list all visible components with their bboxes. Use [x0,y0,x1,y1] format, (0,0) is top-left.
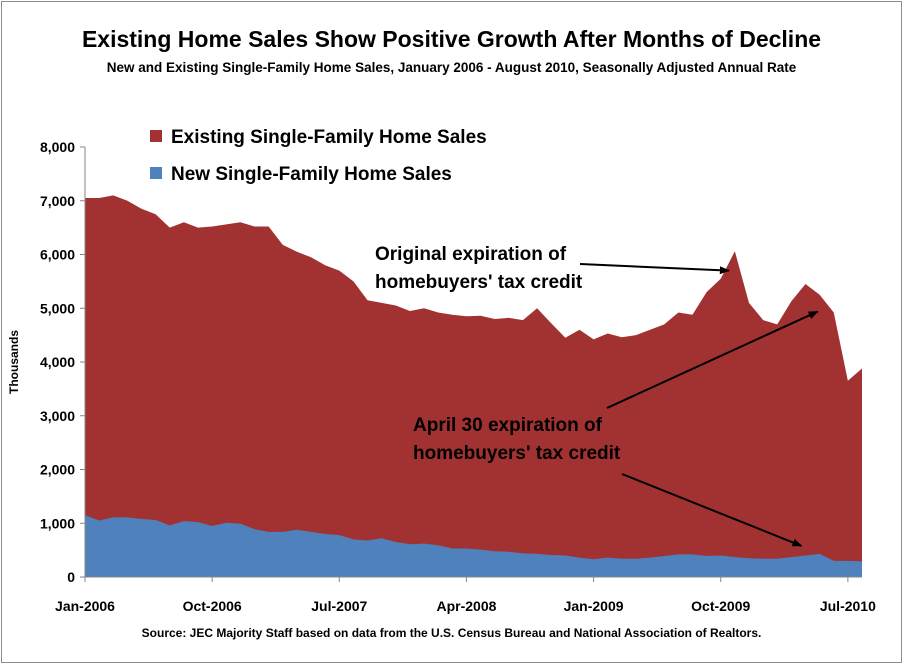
legend-label: New Single-Family Home Sales [171,164,452,185]
y-tick-label: 3,000 [40,408,75,424]
new-sales-area [85,515,862,577]
y-tick-label: 7,000 [40,193,75,209]
existing-sales-area [85,195,862,577]
y-tick-label: 5,000 [40,300,75,316]
y-tick-label: 4,000 [40,354,75,370]
y-tick-label: 8,000 [40,139,75,155]
x-tick-label: Jan-2009 [564,598,624,614]
annotation-original-arrow [579,263,730,275]
annotation-april30-text: April 30 expiration of [413,415,603,436]
x-tick-label: Jul-2007 [311,598,367,614]
x-tick-label: Jan-2006 [55,598,115,614]
x-tick-label: Oct-2006 [183,598,242,614]
y-tick-label: 2,000 [40,462,75,478]
x-tick-label: Oct-2009 [691,598,750,614]
y-axis-label: Thousands [7,330,21,394]
legend-swatch [150,130,162,142]
legend-label: Existing Single-Family Home Sales [171,127,487,148]
chart-source: Source: JEC Majority Staff based on data… [141,626,762,640]
y-tick-label: 0 [67,569,75,585]
annotation-april30-text: homebuyers' tax credit [413,443,621,464]
annotation-april30-arrow-upper [606,310,819,409]
x-tick-label: Jul-2010 [820,598,876,614]
annotation-april30-arrow-lower [621,473,803,547]
y-tick-label: 6,000 [40,247,75,263]
chart-title: Existing Home Sales Show Positive Growth… [81,26,822,52]
x-tick-label: Apr-2008 [436,598,496,614]
annotation-original-text: Original expiration of [375,244,567,265]
y-tick-label: 1,000 [40,515,75,531]
annotation-original-text: homebuyers' tax credit [375,272,583,293]
legend-swatch [150,167,162,179]
chart-subtitle: New and Existing Single-Family Home Sale… [106,60,797,75]
